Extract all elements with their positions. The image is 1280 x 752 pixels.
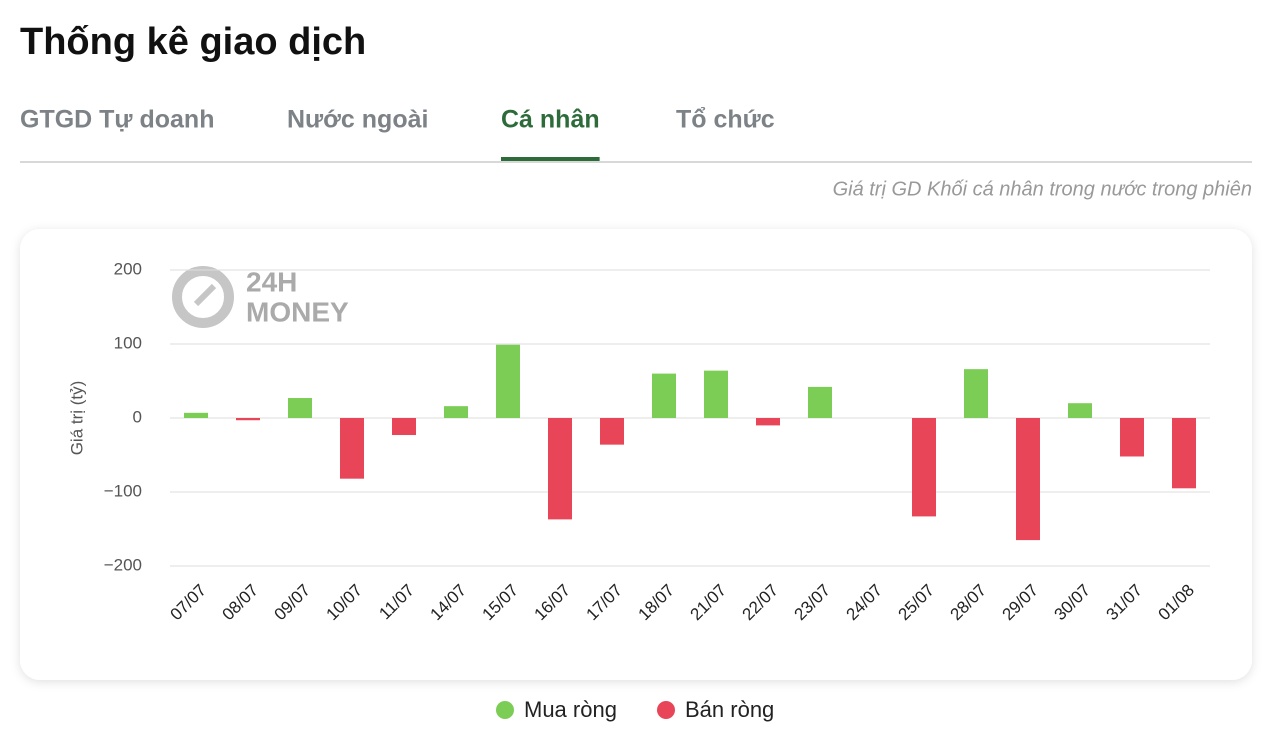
bar — [184, 412, 208, 418]
legend-marker[interactable] — [496, 701, 514, 719]
bar — [964, 369, 988, 418]
bar — [1068, 403, 1092, 418]
page-title: Thống kê giao dịch — [20, 21, 366, 63]
y-tick-label: 200 — [114, 259, 142, 278]
y-tick-label: −200 — [104, 555, 142, 574]
bar — [444, 406, 468, 418]
y-tick-label: 0 — [133, 407, 142, 426]
y-tick-label: 100 — [114, 333, 142, 352]
caption: Giá trị GD Khối cá nhân trong nước trong… — [833, 178, 1252, 200]
tab[interactable]: Nước ngoài — [287, 106, 428, 134]
y-axis-label: Giá trị (tỷ) — [67, 381, 86, 456]
legend-marker[interactable] — [657, 701, 675, 719]
tab-indicator — [501, 157, 600, 161]
watermark-logo — [172, 266, 234, 328]
bar — [704, 370, 728, 418]
tab[interactable]: Tổ chức — [676, 106, 775, 134]
bar — [288, 398, 312, 418]
bar — [756, 418, 780, 426]
tab[interactable]: GTGD Tự doanh — [20, 106, 214, 134]
tab[interactable]: Cá nhân — [501, 106, 600, 134]
chart-card — [20, 229, 1252, 680]
bar — [392, 418, 416, 436]
bar — [548, 418, 572, 520]
bar — [652, 373, 676, 418]
legend-label[interactable]: Bán ròng — [685, 697, 774, 722]
bar — [600, 418, 624, 445]
watermark: 24H — [246, 266, 297, 297]
legend-label[interactable]: Mua ròng — [524, 697, 617, 722]
y-tick-label: −100 — [104, 481, 142, 500]
bar — [1120, 418, 1144, 457]
bar — [340, 418, 364, 479]
bar — [1016, 418, 1040, 541]
bar — [808, 386, 832, 418]
bar — [912, 418, 936, 517]
watermark: MONEY — [246, 296, 349, 327]
bar — [496, 344, 520, 418]
bar — [1172, 418, 1196, 489]
bar — [236, 418, 260, 421]
